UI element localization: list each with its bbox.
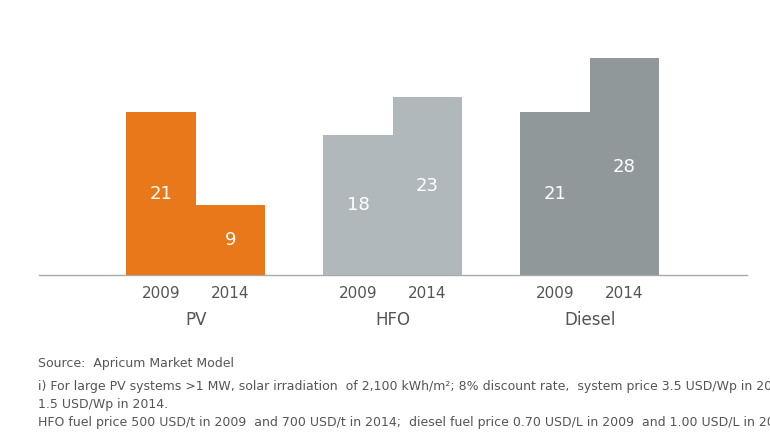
Text: 23: 23 [416, 177, 439, 195]
Bar [323, 135, 393, 275]
Text: 21: 21 [149, 185, 172, 203]
Bar [126, 112, 196, 275]
Text: HFO: HFO [375, 311, 410, 329]
Bar [393, 97, 462, 275]
Text: i) For large PV systems >1 MW, solar irradiation  of 2,100 kWh/m²; 8% discount r: i) For large PV systems >1 MW, solar irr… [38, 380, 770, 428]
Bar [196, 205, 266, 275]
Text: 18: 18 [346, 196, 370, 214]
Text: 21: 21 [544, 185, 566, 203]
Bar [520, 112, 590, 275]
Text: 28: 28 [613, 158, 636, 175]
Text: Source:  Apricum Market Model: Source: Apricum Market Model [38, 357, 235, 370]
Bar [590, 58, 659, 275]
Text: PV: PV [185, 311, 206, 329]
Text: Diesel: Diesel [564, 311, 615, 329]
Text: 9: 9 [225, 231, 236, 250]
